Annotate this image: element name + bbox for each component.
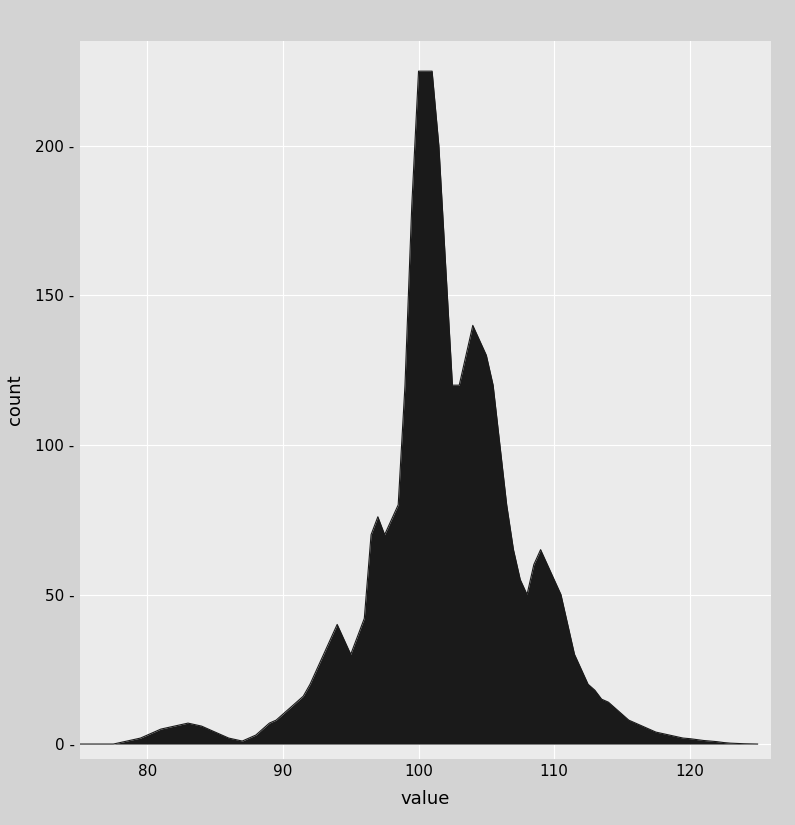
X-axis label: value: value [401, 790, 450, 808]
Y-axis label: count: count [6, 375, 25, 426]
